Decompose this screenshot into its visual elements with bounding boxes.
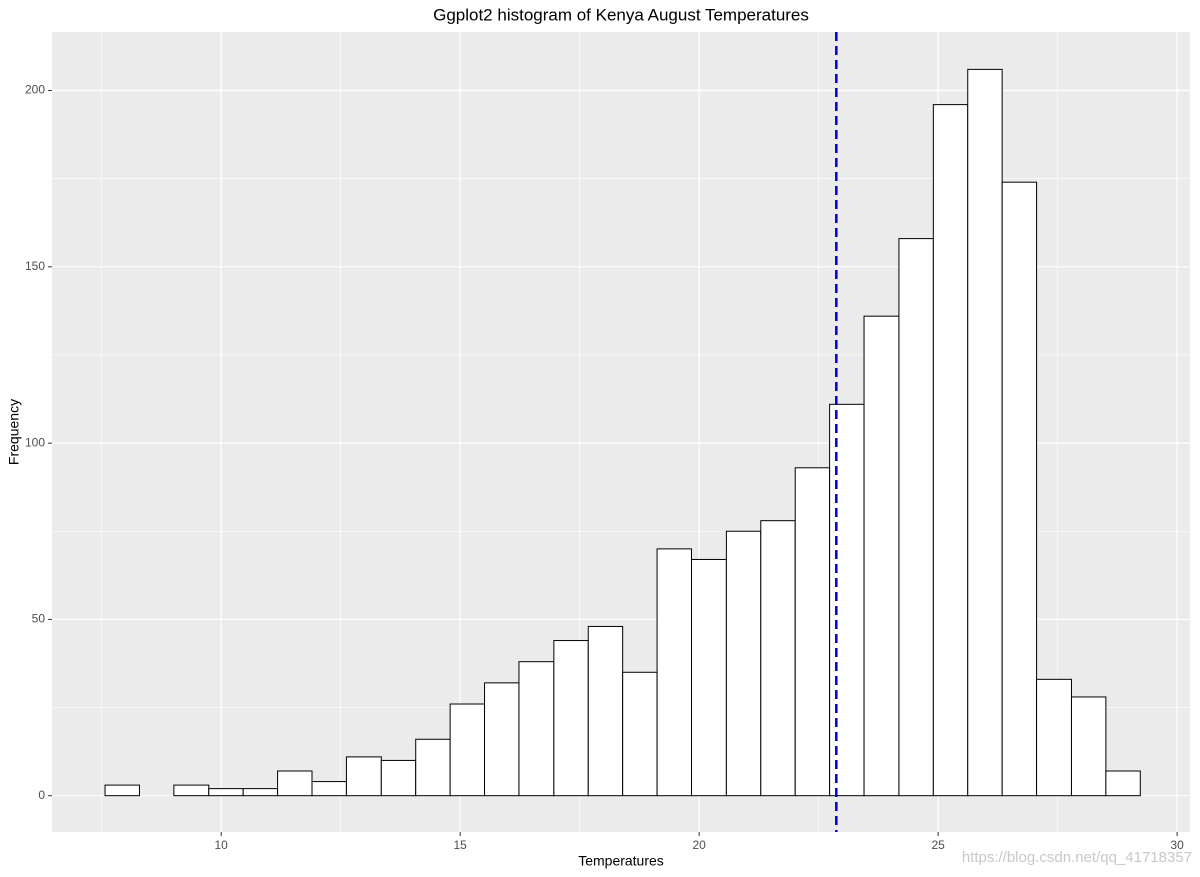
bar — [863, 315, 900, 797]
bar — [1001, 181, 1038, 797]
x-tick-label: 10 — [215, 838, 229, 852]
x-tick-label: 25 — [931, 838, 945, 852]
x-tick-label: 15 — [453, 838, 467, 852]
bar — [898, 238, 934, 797]
bar — [242, 788, 279, 797]
bar — [415, 738, 451, 797]
x-axis-label: Temperatures — [578, 853, 664, 869]
y-tick-label: 200 — [25, 83, 45, 97]
bar — [173, 784, 210, 797]
x-tick-label: 30 — [1170, 838, 1184, 852]
bar — [553, 640, 589, 797]
y-tick-label: 150 — [25, 259, 45, 273]
bar — [622, 671, 658, 797]
bar — [1105, 770, 1141, 797]
bar — [484, 682, 520, 797]
y-tick-label: 0 — [38, 788, 45, 802]
bar — [1036, 678, 1072, 797]
y-axis-label: Frequency — [6, 399, 22, 465]
bar — [104, 784, 140, 797]
bar — [794, 467, 831, 797]
bar — [345, 756, 382, 797]
bar — [760, 520, 796, 797]
bar — [725, 530, 762, 797]
bar — [208, 788, 244, 797]
x-tick-label: 20 — [692, 838, 706, 852]
bar — [587, 625, 624, 797]
bar — [690, 558, 727, 797]
bar — [656, 548, 692, 797]
y-tick-label: 50 — [32, 612, 46, 626]
bar — [380, 759, 417, 797]
bar — [518, 661, 555, 797]
bar — [449, 703, 486, 797]
watermark: https://blog.csdn.net/qq_41718357 — [962, 849, 1192, 866]
bar — [311, 781, 347, 797]
bar — [1070, 696, 1107, 797]
bar — [967, 68, 1003, 797]
bar — [932, 104, 969, 797]
bar — [277, 770, 313, 797]
chart-title: Ggplot2 histogram of Kenya August Temper… — [433, 5, 809, 24]
y-tick-label: 100 — [25, 435, 45, 449]
bar — [829, 403, 865, 797]
